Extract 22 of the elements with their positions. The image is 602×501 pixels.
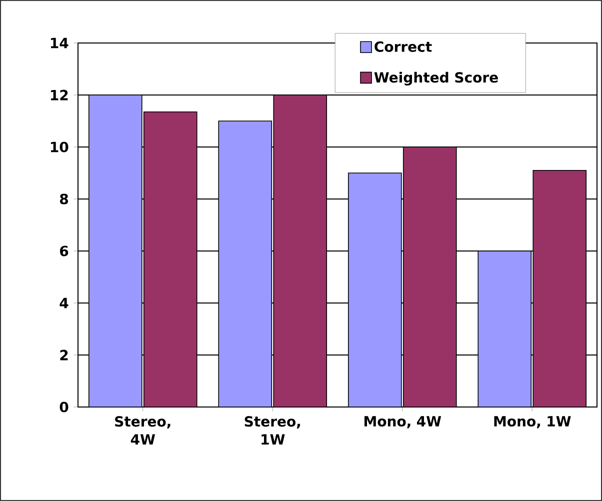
y-tick-label: 4 (60, 298, 68, 308)
bar (403, 146, 456, 407)
x-tick-label: Mono, 4W (364, 416, 442, 428)
bar (478, 250, 532, 407)
legend-label: Correct (374, 41, 432, 52)
y-tick-label: 8 (60, 194, 68, 204)
x-tick-label: Stereo, 1W (244, 416, 300, 445)
y-tick-label: 12 (50, 90, 68, 100)
bar (348, 172, 402, 407)
bar (274, 94, 327, 407)
bar (144, 112, 197, 407)
x-tick-label: Stereo, 4W (115, 416, 170, 445)
x-tick-label: Mono, 1W (494, 416, 571, 428)
bar (218, 120, 272, 407)
y-tick-label: 10 (50, 142, 68, 152)
legend-label: Weighted Score (374, 72, 498, 86)
y-tick-label: 14 (50, 38, 68, 48)
y-tick-label: 0 (60, 402, 68, 412)
y-tick-label: 2 (60, 350, 68, 360)
y-tick-label: 6 (60, 246, 68, 256)
bar (532, 170, 587, 407)
bar (88, 94, 142, 407)
